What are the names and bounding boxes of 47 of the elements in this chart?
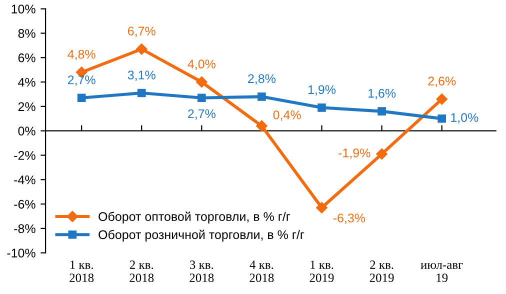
point bbox=[137, 88, 146, 98]
point bbox=[316, 202, 328, 214]
y-tick-label: 10% bbox=[12, 4, 36, 14]
point bbox=[77, 94, 86, 102]
data-label: -6,3% bbox=[333, 214, 366, 224]
data-label: 2,6% bbox=[428, 76, 456, 87]
data-label: 4,8% bbox=[68, 50, 96, 60]
x-tick-label: 1 кв. 2018 bbox=[70, 260, 94, 282]
data-label: 1,6% bbox=[368, 88, 396, 100]
x-tick-label: 2 кв. 2018 bbox=[130, 260, 154, 282]
point bbox=[256, 120, 268, 132]
point bbox=[197, 94, 206, 102]
data-label: 1,0% bbox=[451, 113, 478, 124]
data-label: 6,7% bbox=[128, 26, 156, 37]
data-label: -1,9% bbox=[338, 148, 370, 159]
x-tick-label: 3 кв. 2018 bbox=[190, 260, 214, 282]
x-tick-label: июл-авг 19 bbox=[420, 262, 463, 282]
y-tick-label: 6% bbox=[18, 53, 36, 62]
data-label: 4,0% bbox=[188, 60, 216, 70]
y-tick-label: 2% bbox=[18, 102, 36, 112]
point bbox=[376, 148, 388, 160]
point bbox=[438, 114, 446, 123]
data-label: 0,4% bbox=[273, 110, 301, 121]
point bbox=[436, 94, 448, 105]
data-label: 1,9% bbox=[308, 85, 336, 96]
y-tick-label: -8% bbox=[14, 224, 36, 234]
data-label: 3,1% bbox=[128, 70, 156, 81]
y-tick-label: 8% bbox=[18, 29, 36, 38]
data-label: 2,7% bbox=[68, 75, 96, 86]
point bbox=[136, 43, 148, 55]
data-label: 2,7% bbox=[188, 109, 216, 120]
y-tick-label: -6% bbox=[14, 200, 36, 209]
point bbox=[378, 107, 386, 116]
point bbox=[258, 92, 266, 101]
legend-label: Оборот оптовой торговли, в % г/г bbox=[98, 212, 290, 224]
y-tick-label: 4% bbox=[18, 78, 36, 87]
y-tick-label: 0% bbox=[18, 126, 36, 136]
point bbox=[196, 76, 208, 88]
point bbox=[318, 103, 326, 112]
x-tick-label: 2 кв. 2019 bbox=[370, 260, 394, 282]
legend-label: Оборот розничной торговли, в % г/г bbox=[98, 230, 304, 242]
y-tick-label: -10% bbox=[7, 248, 36, 258]
x-tick-label: 4 кв. 2018 bbox=[250, 260, 274, 282]
y-tick-label: -2% bbox=[14, 151, 36, 160]
x-tick-label: 1 кв. 2019 bbox=[310, 260, 334, 282]
data-label: 2,8% bbox=[248, 74, 276, 85]
y-tick-label: -4% bbox=[14, 175, 36, 184]
